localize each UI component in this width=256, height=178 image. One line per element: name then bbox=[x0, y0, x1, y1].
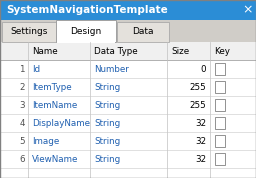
Text: ×: × bbox=[243, 4, 253, 17]
Text: ViewName: ViewName bbox=[32, 155, 78, 164]
Bar bbox=[215, 63, 225, 75]
Text: String: String bbox=[94, 82, 120, 91]
Bar bbox=[215, 153, 225, 165]
Text: 255: 255 bbox=[189, 82, 206, 91]
Bar bbox=[0, 42, 256, 60]
Text: 32: 32 bbox=[195, 119, 206, 127]
Text: ItemType: ItemType bbox=[32, 82, 72, 91]
Text: Data: Data bbox=[132, 27, 154, 36]
Bar bbox=[0, 0, 256, 20]
Text: 5: 5 bbox=[19, 137, 25, 145]
Text: ItemName: ItemName bbox=[32, 101, 77, 109]
Text: 2: 2 bbox=[19, 82, 25, 91]
Text: Size: Size bbox=[171, 46, 189, 56]
Text: String: String bbox=[94, 101, 120, 109]
Text: 1: 1 bbox=[19, 64, 25, 74]
Bar bbox=[215, 135, 225, 147]
Text: String: String bbox=[94, 155, 120, 164]
Text: 4: 4 bbox=[19, 119, 25, 127]
Bar bbox=[57, 41, 115, 43]
Text: String: String bbox=[94, 137, 120, 145]
Text: Design: Design bbox=[70, 27, 102, 35]
Text: Data Type: Data Type bbox=[94, 46, 138, 56]
Bar bbox=[215, 81, 225, 93]
Text: Number: Number bbox=[94, 64, 129, 74]
Text: Image: Image bbox=[32, 137, 59, 145]
Text: 32: 32 bbox=[195, 137, 206, 145]
Text: Id: Id bbox=[32, 64, 40, 74]
Text: ✓: ✓ bbox=[216, 64, 224, 74]
Text: SystemNavigationTemplate: SystemNavigationTemplate bbox=[6, 5, 168, 15]
Bar bbox=[0, 20, 256, 42]
Text: Settings: Settings bbox=[10, 27, 48, 36]
Bar bbox=[215, 117, 225, 129]
Bar bbox=[56, 20, 116, 42]
Bar bbox=[117, 22, 169, 42]
Bar bbox=[215, 99, 225, 111]
Text: 0: 0 bbox=[200, 64, 206, 74]
Text: DisplayName: DisplayName bbox=[32, 119, 90, 127]
Text: Name: Name bbox=[32, 46, 58, 56]
Text: String: String bbox=[94, 119, 120, 127]
Text: 6: 6 bbox=[19, 155, 25, 164]
Text: 32: 32 bbox=[195, 155, 206, 164]
Text: 255: 255 bbox=[189, 101, 206, 109]
Bar bbox=[2, 22, 56, 42]
Text: 3: 3 bbox=[19, 101, 25, 109]
Bar bbox=[0, 42, 256, 178]
Text: Key: Key bbox=[214, 46, 230, 56]
